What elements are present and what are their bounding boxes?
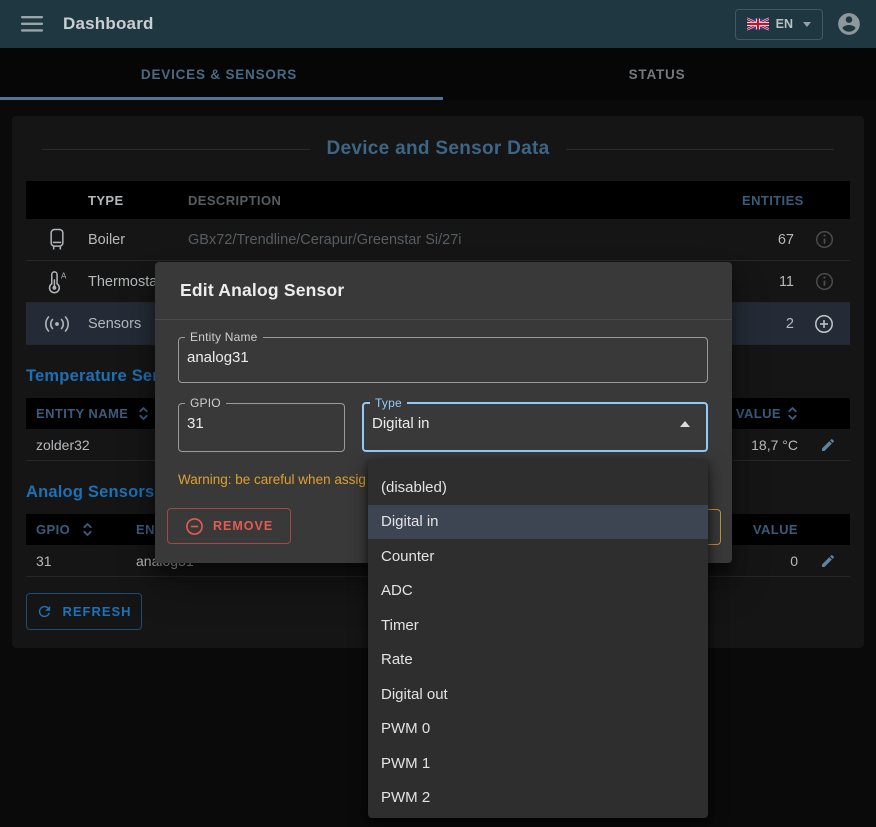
sort-icon[interactable] xyxy=(138,406,149,421)
refresh-button[interactable]: REFRESH xyxy=(26,593,142,630)
gpio-label: GPIO xyxy=(190,396,221,410)
col-gpio: GPIO xyxy=(36,522,71,537)
uk-flag-icon xyxy=(746,17,769,31)
edit-pencil-icon[interactable] xyxy=(806,437,850,453)
account-icon[interactable] xyxy=(835,11,862,38)
device-type: Boiler xyxy=(88,231,126,248)
info-icon[interactable] xyxy=(798,230,850,249)
tab-bar: DEVICES & SENSORS STATUS xyxy=(0,48,876,100)
dropdown-option[interactable]: PWM 2 xyxy=(381,789,431,807)
dropdown-option[interactable]: PWM 0 xyxy=(381,720,431,738)
entities-count: 2 xyxy=(785,315,794,332)
sort-icon[interactable] xyxy=(82,522,93,537)
col-entities: ENTITIES xyxy=(742,192,804,208)
divider xyxy=(42,148,311,150)
page-title: Dashboard xyxy=(63,14,154,33)
tab-status[interactable]: STATUS xyxy=(628,66,686,82)
language-label: EN xyxy=(775,17,793,31)
type-select[interactable]: Type Digital in xyxy=(362,396,708,452)
col-value: VALUE xyxy=(752,522,798,537)
active-tab-indicator xyxy=(0,97,443,100)
entities-count: 67 xyxy=(777,231,794,248)
dropdown-option-selected[interactable]: Digital in xyxy=(368,504,708,539)
add-circle-icon[interactable] xyxy=(798,314,850,334)
dropdown-option[interactable]: Rate xyxy=(381,651,413,669)
card-heading: Device and Sensor Data xyxy=(326,138,550,159)
device-description: GBx72/Trendline/Cerapur/Greenstar Si/27i xyxy=(188,231,462,248)
menu-icon[interactable] xyxy=(14,6,50,42)
refresh-label: REFRESH xyxy=(62,604,132,619)
sensors-icon xyxy=(26,315,88,333)
col-description: DESCRIPTION xyxy=(188,192,282,208)
dropdown-option[interactable]: Digital out xyxy=(381,685,448,703)
chevron-up-icon xyxy=(680,420,690,427)
table-row-boiler[interactable]: Boiler GBx72/Trendline/Cerapur/Greenstar… xyxy=(26,219,850,261)
sensor-value: 0 xyxy=(790,552,798,569)
warning-message: Warning: be careful when assig xyxy=(178,472,366,487)
edit-pencil-icon[interactable] xyxy=(806,553,850,569)
col-entity-name: ENTITY NAME xyxy=(36,406,129,421)
type-dropdown-menu: (disabled) Digital in Counter ADC Timer … xyxy=(368,460,708,818)
gpio-field[interactable]: GPIO 31 xyxy=(178,396,345,452)
entity-name-label: Entity Name xyxy=(190,330,258,344)
analog-sensors-heading: Analog Sensors xyxy=(26,483,155,501)
gpio-value[interactable]: 31 xyxy=(187,415,204,432)
language-selector[interactable]: EN xyxy=(734,8,823,40)
col-type: TYPE xyxy=(88,192,124,208)
remove-circle-icon xyxy=(185,517,204,536)
col-value: VALUE xyxy=(735,406,781,421)
entities-count: 11 xyxy=(778,273,794,290)
sensor-value: 18,7 °C xyxy=(751,436,798,453)
device-type: Thermostat xyxy=(88,273,162,290)
refresh-icon xyxy=(36,603,53,620)
dialog-title: Edit Analog Sensor xyxy=(180,280,345,300)
device-type: Sensors xyxy=(88,315,142,332)
dropdown-option[interactable]: Counter xyxy=(381,547,435,565)
entity-name-value[interactable]: analog31 xyxy=(187,349,249,366)
divider xyxy=(565,148,835,150)
remove-label: REMOVE xyxy=(213,519,274,533)
entity-name-field[interactable]: Entity Name analog31 xyxy=(178,330,708,383)
dropdown-option[interactable]: Timer xyxy=(381,616,419,634)
entity-name: zolder32 xyxy=(36,436,90,453)
type-label: Type xyxy=(375,396,402,410)
dropdown-option[interactable]: ADC xyxy=(381,582,413,600)
top-app-bar: Dashboard EN xyxy=(0,0,876,48)
boiler-icon xyxy=(26,227,88,252)
dropdown-option[interactable]: PWM 1 xyxy=(381,754,431,772)
device-table-header: TYPE DESCRIPTION ENTITIES xyxy=(26,181,850,219)
svg-text:A: A xyxy=(61,271,67,280)
info-icon[interactable] xyxy=(798,272,850,291)
thermostat-icon: A xyxy=(26,270,88,294)
tab-devices-sensors[interactable]: DEVICES & SENSORS xyxy=(140,66,298,82)
gpio-value: 31 xyxy=(36,552,52,569)
remove-button[interactable]: REMOVE xyxy=(167,508,292,544)
dropdown-option[interactable]: (disabled) xyxy=(381,478,447,496)
sort-icon[interactable] xyxy=(787,406,798,421)
type-selected-value: Digital in xyxy=(372,415,430,432)
chevron-down-icon xyxy=(803,21,811,27)
